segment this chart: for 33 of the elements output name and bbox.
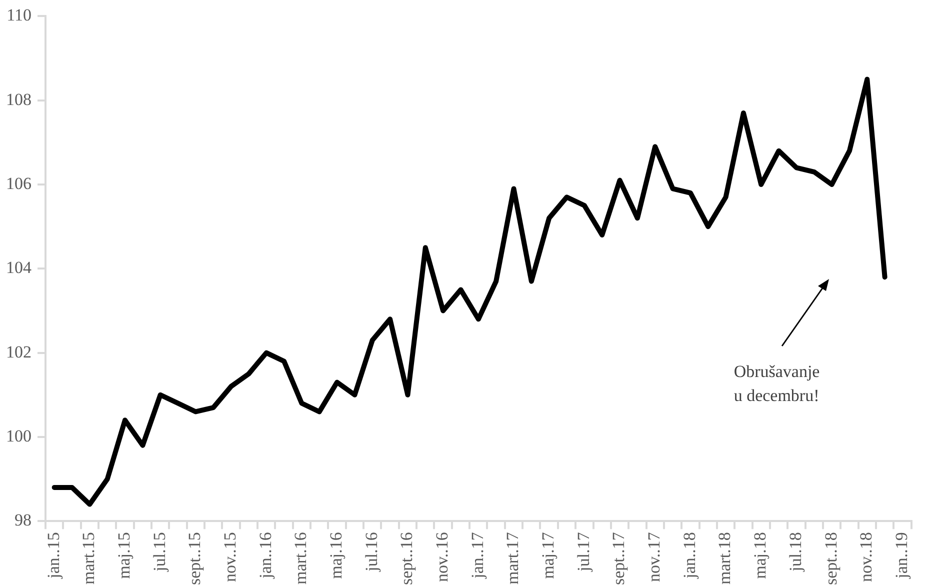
x-tick-label: mart.18 bbox=[715, 532, 734, 585]
x-tick-label: jan..19 bbox=[892, 532, 911, 580]
x-tick-label: nov..17 bbox=[644, 532, 664, 582]
x-tick-label: jan..18 bbox=[680, 532, 699, 580]
x-tick-label: maj.17 bbox=[538, 532, 558, 579]
x-tick-label: nov..15 bbox=[220, 532, 240, 582]
x-tick-label: jan..16 bbox=[256, 532, 275, 580]
x-tick-label: jul.16 bbox=[362, 532, 381, 572]
x-tick-label: jul.15 bbox=[150, 532, 169, 572]
x-tick-label: sept..16 bbox=[397, 532, 416, 586]
x-tick-label: sept..17 bbox=[609, 532, 628, 586]
x-tick-label: jan..17 bbox=[468, 532, 487, 580]
y-tick-label: 98 bbox=[14, 510, 32, 530]
x-tick-label: maj.18 bbox=[750, 532, 770, 579]
x-tick-label: maj.16 bbox=[326, 532, 346, 579]
y-tick-label: 108 bbox=[6, 90, 32, 109]
x-tick-label: sept..15 bbox=[185, 532, 204, 586]
x-tick-label: jul.18 bbox=[786, 532, 805, 572]
y-tick-label: 106 bbox=[6, 174, 32, 193]
x-tick-label: jan..15 bbox=[44, 532, 63, 580]
y-tick-label: 110 bbox=[6, 6, 32, 25]
x-tick-label: nov..16 bbox=[432, 532, 452, 582]
x-tick-label: sept..18 bbox=[821, 532, 840, 586]
x-tick-label: maj.15 bbox=[114, 532, 134, 579]
x-tick-label: mart.16 bbox=[291, 532, 310, 585]
x-tick-label: mart.17 bbox=[503, 532, 522, 585]
annotation: Obrušavanje u decembru! bbox=[734, 360, 820, 407]
y-tick-label: 100 bbox=[6, 426, 32, 446]
x-tick-label: mart.15 bbox=[79, 532, 98, 585]
x-tick-label: jul.17 bbox=[574, 532, 593, 572]
x-tick-label: nov..18 bbox=[856, 532, 876, 582]
y-tick-label: 102 bbox=[6, 342, 32, 362]
y-tick-label: 104 bbox=[6, 258, 32, 278]
